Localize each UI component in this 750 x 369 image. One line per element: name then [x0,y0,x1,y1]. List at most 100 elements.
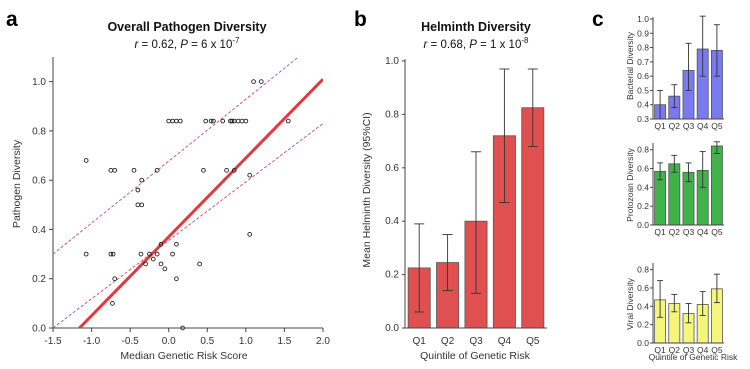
y-tick-label: 0.8 [637,265,649,275]
data-point [174,241,179,247]
y-tick-label: 0.4 [32,225,46,236]
p-symbol: P [180,39,188,51]
data-point [201,167,206,173]
y-tick-label: 0.2 [637,320,649,330]
bar [668,163,681,226]
bar [710,145,723,226]
data-point [147,251,152,257]
x-tick-label: Q4 [697,121,709,131]
x-tick-label: 0.0 [162,336,176,347]
x-tick-label: Q4 [697,227,709,237]
p-mantissa: 1 [490,39,496,51]
data-point [211,118,216,124]
data-point [243,118,249,124]
regression-line [77,78,323,328]
equals: = [188,39,201,51]
x-tick-label: Q4 [498,336,512,347]
viral-y-label: Viral Diversity [625,277,635,330]
panel-a-stats: r = 0.62, P = 6 x 10-7 [135,36,241,51]
x-tick-label: Q3 [683,345,695,355]
data-point [208,118,214,124]
c-x-axis-label: Quintile of Genetic Risk [649,352,739,362]
data-point [112,276,118,282]
times-ten: x 10 [496,39,521,51]
y-tick-label: 0.8 [637,43,649,53]
panel-a-letter: a [6,8,18,31]
data-point [158,241,164,247]
p-exponent: -7 [232,36,240,45]
equals: = [427,39,440,51]
y-tick-label: 0.6 [637,283,649,293]
y-tick-label: 0.2 [32,274,46,285]
data-point [247,232,253,237]
x-tick-label: 2.0 [316,336,330,347]
y-tick-label: 0.4 [385,216,399,227]
data-point [174,118,179,124]
equals: = [138,39,151,51]
y-tick-label: 0.0 [637,220,649,230]
data-point [135,187,141,193]
y-axis-label: Mean Helminth Diversity (95%CI) [361,112,373,267]
data-point [224,167,229,173]
x-tick-label: -0.5 [122,336,140,347]
data-point [154,251,160,257]
panel-b-stats: r = 0.68, P = 1 x 10-8 [424,36,530,51]
data-point [138,251,144,257]
x-axis-label: Quintile of Genetic Risk [420,350,530,362]
y-tick-label: 0.4 [637,182,649,192]
data-point [170,251,175,257]
p-mantissa: 6 [201,39,207,51]
y-tick-label: 0.8 [32,126,46,137]
x-tick-label: Q5 [711,227,723,237]
r-symbol: r [135,39,140,51]
x-tick-label: Q4 [697,345,709,355]
r-value: 0.62 [151,39,173,51]
data-point [220,118,226,124]
x-tick-label: Q1 [654,345,666,355]
x-tick-label: 1.0 [239,336,253,347]
y-tick-label: 1.0 [637,14,649,24]
data-point [110,301,115,306]
y-tick-label: 0.2 [637,201,649,211]
p-symbol: P [469,39,477,51]
y-tick-label: 0.6 [385,163,399,174]
ci-lower-line [53,123,323,328]
bacterial-y-label: Bacterial Diversity [625,31,635,100]
data-point [203,118,209,124]
data-point [108,167,114,173]
x-tick-label: 0.5 [200,336,214,347]
x-tick-label: Q1 [654,227,666,237]
data-point [239,118,245,124]
regression-group [53,57,323,328]
data-point [177,118,183,124]
y-tick-label: 0.6 [637,164,649,174]
y-tick-label: 0.4 [637,301,649,311]
panel-c-letter: c [592,8,604,31]
x-tick-label: -1.0 [83,336,101,347]
y-tick-label: 1.0 [32,77,46,88]
data-point [258,79,264,84]
y-tick-label: 0.0 [637,338,649,348]
x-tick-label: Q2 [669,345,681,355]
data-point [131,167,137,173]
protozoan-bar-plot-area: Q1 Q2 Q3 Q4 Q5 0.0 0.2 0.4 0.6 0.8 [637,141,724,237]
y-tick-label: 0.6 [32,176,46,187]
data-point [108,251,114,257]
panel-a: a Overall Pathogen Diversity r = 0.62, P… [6,8,330,362]
x-tick-label: -1.5 [44,336,62,347]
x-tick-label: Q5 [711,345,723,355]
x-tick-label: Q2 [669,227,681,237]
data-point [251,79,256,84]
x-tick-label: Q1 [413,336,427,347]
data-point [247,172,253,178]
data-point [235,118,241,124]
y-tick-label: 0.0 [32,324,46,335]
data-point [112,167,118,173]
data-point [139,202,145,208]
x-tick-label: Q2 [669,121,681,131]
data-point [83,251,89,257]
equals: = [477,39,490,51]
data-point [229,118,235,124]
data-point [174,276,179,282]
